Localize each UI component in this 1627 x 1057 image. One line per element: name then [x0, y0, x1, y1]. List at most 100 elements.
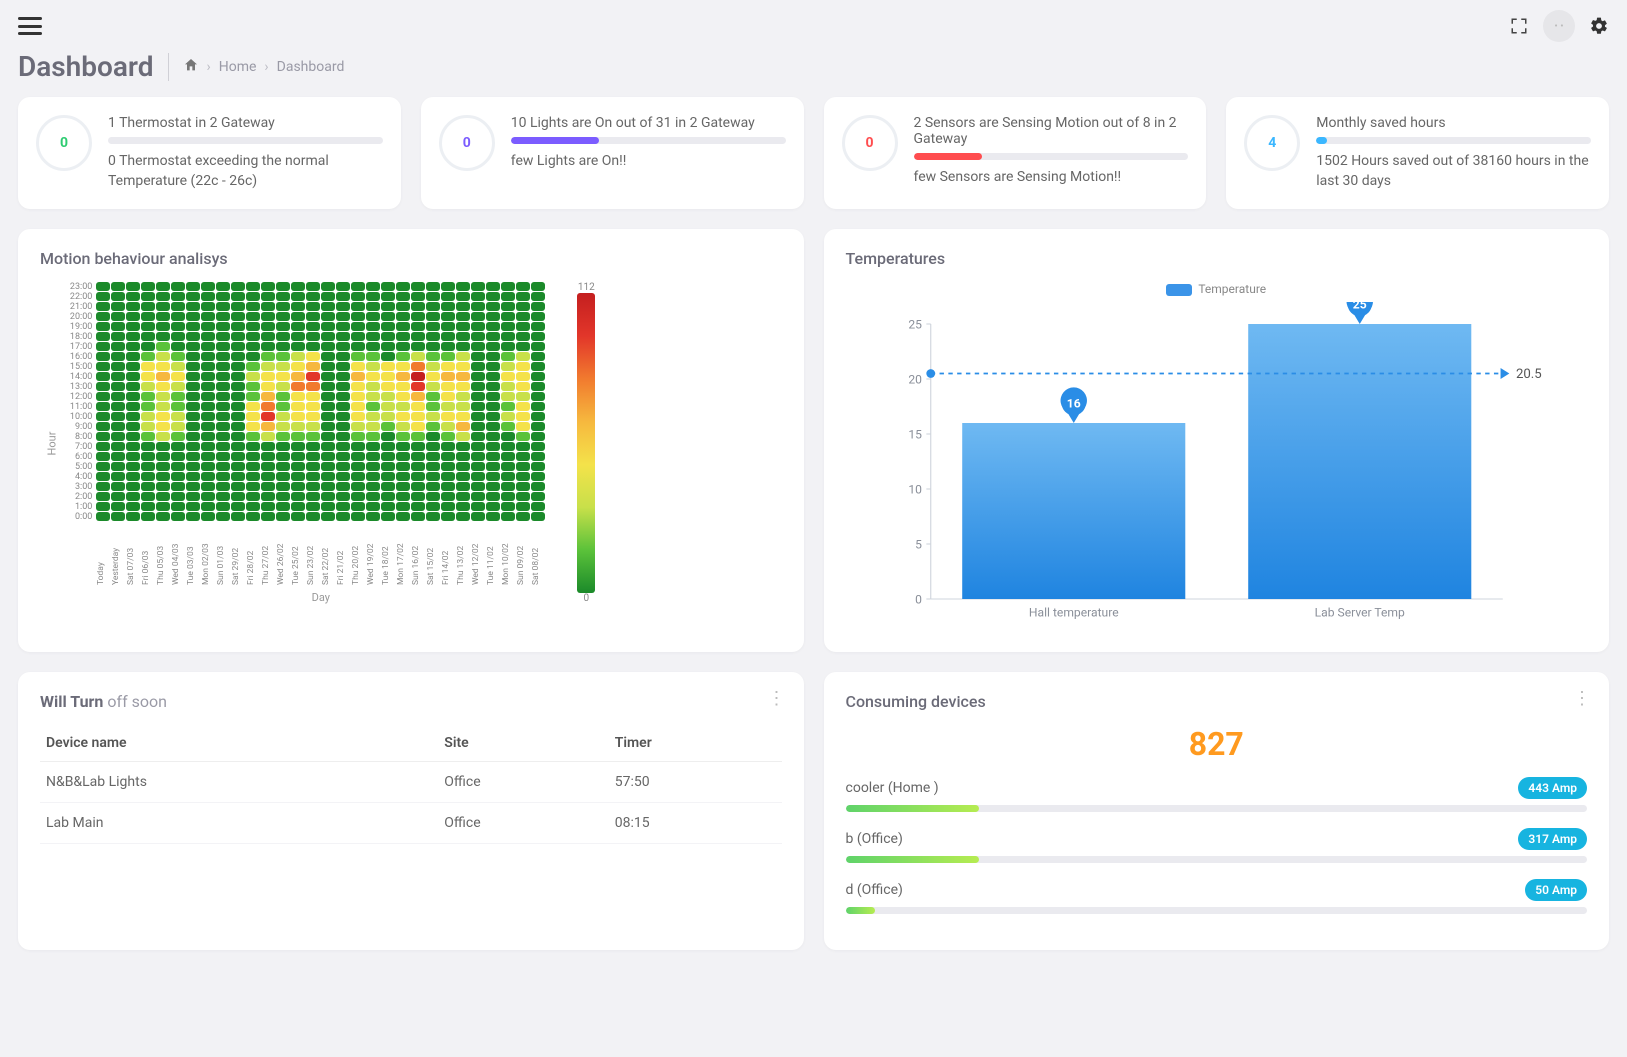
- heatmap-cell: [486, 512, 500, 521]
- heatmap-cell: [111, 372, 125, 381]
- heatmap-cell: [396, 322, 410, 331]
- heatmap-cell: [276, 312, 290, 321]
- heatmap-cell: [126, 432, 140, 441]
- heatmap-cell: [291, 442, 305, 451]
- menu-toggle[interactable]: [18, 17, 42, 35]
- heatmap-cell: [501, 402, 515, 411]
- avatar[interactable]: • •: [1543, 10, 1575, 42]
- heatmap-cell: [456, 462, 470, 471]
- heatmap-cell: [231, 502, 245, 511]
- panel-menu-icon[interactable]: ⋮: [768, 690, 786, 708]
- heatmap-cell: [531, 502, 545, 511]
- heatmap-cell: [321, 422, 335, 431]
- gear-icon[interactable]: [1589, 16, 1609, 36]
- heatmap-cell: [246, 372, 260, 381]
- will-turn-off-table: Device nameSiteTimer N&B&Lab LightsOffic…: [40, 725, 782, 844]
- heatmap-cell: [141, 412, 155, 421]
- heatmap-cell: [306, 512, 320, 521]
- heatmap-cell: [366, 282, 380, 291]
- heatmap-cell: [216, 302, 230, 311]
- heatmap-x-label: Day: [96, 591, 545, 604]
- heatmap-cell: [171, 422, 185, 431]
- heatmap-cell: [141, 352, 155, 361]
- heatmap-cell: [186, 292, 200, 301]
- heatmap-cell: [516, 402, 530, 411]
- heatmap-cell: [276, 412, 290, 421]
- heatmap-cell: [366, 372, 380, 381]
- heatmap-cell: [321, 352, 335, 361]
- heatmap-cell: [456, 502, 470, 511]
- heatmap-cell: [96, 422, 110, 431]
- heatmap-cell: [261, 422, 275, 431]
- heatmap-cell: [261, 322, 275, 331]
- heatmap-cell: [531, 322, 545, 331]
- consuming-total: 827: [846, 725, 1588, 763]
- heatmap-cell: [456, 382, 470, 391]
- heatmap-cell: [186, 372, 200, 381]
- heatmap-cell: [396, 382, 410, 391]
- fullscreen-icon[interactable]: [1509, 16, 1529, 36]
- heatmap-cell: [531, 412, 545, 421]
- heatmap-cell: [111, 472, 125, 481]
- breadcrumb-home[interactable]: Home: [219, 59, 257, 75]
- heatmap-cell: [411, 312, 425, 321]
- heatmap-cell: [441, 472, 455, 481]
- device-name: cooler (Home ): [846, 780, 939, 796]
- heatmap-cell: [531, 292, 545, 301]
- heatmap-cell: [261, 502, 275, 511]
- heatmap-cell: [321, 452, 335, 461]
- heatmap-cell: [396, 282, 410, 291]
- heatmap-cell: [246, 312, 260, 321]
- heatmap-cell: [291, 482, 305, 491]
- heatmap-cell: [441, 392, 455, 401]
- heatmap-cell: [276, 482, 290, 491]
- heatmap-cell: [201, 462, 215, 471]
- heatmap-cell: [411, 452, 425, 461]
- heatmap-cell: [306, 342, 320, 351]
- stat-progress: [914, 153, 1189, 160]
- heatmap-cell: [216, 332, 230, 341]
- heatmap-cell: [111, 462, 125, 471]
- heatmap-cell: [141, 312, 155, 321]
- heatmap-cell: [246, 342, 260, 351]
- heatmap-cell: [366, 402, 380, 411]
- heatmap-cell: [336, 482, 350, 491]
- heatmap-cell: [426, 342, 440, 351]
- panel-menu-icon[interactable]: ⋮: [1573, 690, 1591, 708]
- heatmap-cell: [306, 402, 320, 411]
- heatmap-cell: [111, 432, 125, 441]
- heatmap-cell: [456, 372, 470, 381]
- heatmap-cell: [171, 302, 185, 311]
- heatmap-cell: [381, 282, 395, 291]
- heatmap-cell: [456, 482, 470, 491]
- heatmap-cell: [426, 362, 440, 371]
- heatmap-cell: [216, 482, 230, 491]
- home-icon[interactable]: [183, 57, 199, 77]
- heatmap-cell: [456, 422, 470, 431]
- heatmap-cell: [201, 472, 215, 481]
- stat-desc: 1502 Hours saved out of 38160 hours in t…: [1316, 152, 1591, 191]
- heatmap-cell: [261, 352, 275, 361]
- heatmap-cell: [201, 452, 215, 461]
- heatmap-cell: [291, 452, 305, 461]
- heatmap-cell: [96, 382, 110, 391]
- heatmap-cell: [411, 412, 425, 421]
- heatmap-cell: [111, 412, 125, 421]
- heatmap-cell: [516, 292, 530, 301]
- heatmap-cell: [396, 362, 410, 371]
- heatmap-cell: [381, 462, 395, 471]
- heatmap-cell: [201, 482, 215, 491]
- heatmap-cell: [96, 322, 110, 331]
- heatmap-cell: [156, 392, 170, 401]
- heatmap-cell: [111, 302, 125, 311]
- heatmap-cell: [411, 332, 425, 341]
- heatmap-cell: [276, 392, 290, 401]
- heatmap-cell: [486, 432, 500, 441]
- heatmap-cell: [516, 442, 530, 451]
- heatmap-cell: [456, 492, 470, 501]
- heatmap-cell: [471, 462, 485, 471]
- heatmap-cell: [396, 312, 410, 321]
- heatmap-cell: [396, 422, 410, 431]
- heatmap-cell: [231, 302, 245, 311]
- heatmap-cell: [531, 302, 545, 311]
